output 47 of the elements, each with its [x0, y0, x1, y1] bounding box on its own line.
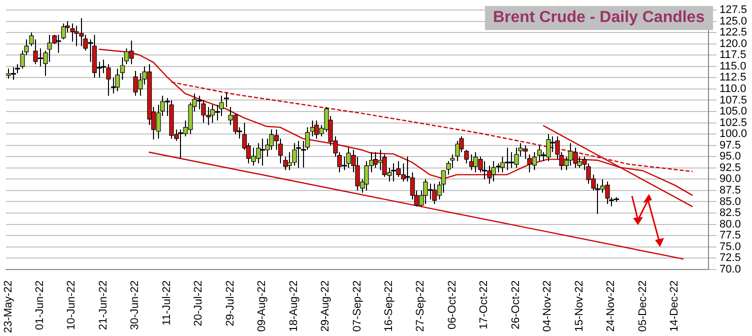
y-tick-label: 75.0 [719, 240, 741, 253]
x-tick-label: 07-Sep-22 [351, 280, 364, 332]
y-tick-label: 70.0 [719, 263, 741, 276]
y-tick-label: 80.0 [719, 218, 741, 230]
y-tick-label: 115.0 [719, 60, 746, 72]
y-tick-label: 100.0 [719, 128, 748, 140]
y-tick-label: 112.5 [719, 72, 746, 84]
x-tick-label: 21-Jun-22 [97, 280, 110, 330]
y-tick-label: 120.0 [719, 38, 748, 50]
x-tick-label: 20-Jul-22 [192, 280, 205, 326]
y-tick-label: 122.5 [719, 26, 748, 39]
x-tick-label: 06-Oct-22 [446, 280, 458, 330]
x-tick-label: 10-Jun-22 [66, 280, 78, 330]
y-tick-label: 82.5 [719, 207, 741, 220]
y-tick-label: 72.5 [719, 252, 741, 264]
y-tick-label: 107.5 [719, 94, 748, 106]
x-tick-label: 11-Jul-22 [160, 280, 173, 326]
y-tick-label: 85.0 [719, 196, 741, 208]
y-tick-label: 97.5 [719, 139, 741, 152]
y-tick-label: 87.5 [719, 184, 741, 196]
x-tick-label: 27-Sep-22 [414, 280, 427, 332]
x-tick-label: 04-Nov-22 [542, 280, 554, 332]
x-tick-label: 09-Aug-22 [256, 280, 268, 332]
chart-title: Brent Crude - Daily Candles [485, 6, 713, 30]
x-tick-label: 14-Dec-22 [668, 280, 681, 332]
y-tick-label: 125.0 [719, 15, 748, 28]
x-tick-label: 26-Oct-22 [510, 280, 522, 330]
x-tick-label: 29-Aug-22 [320, 280, 332, 332]
y-tick-label: 102.5 [719, 116, 748, 129]
x-tick-label: 23-May-22 [2, 280, 14, 333]
y-tick-label: 127.5 [719, 4, 748, 16]
x-tick-label: 01-Jun-22 [34, 280, 46, 330]
x-tick-label: 17-Oct-22 [478, 280, 490, 330]
y-tick-label: 77.5 [719, 230, 741, 242]
y-tick-label: 117.5 [719, 49, 746, 62]
x-tick-label: 16-Sep-22 [382, 280, 395, 332]
y-tick-label: 92.5 [719, 162, 741, 174]
x-tick-label: 29-Jul-22 [224, 280, 236, 326]
y-tick-label: 90.0 [719, 173, 741, 186]
y-tick-label: 95.0 [719, 150, 741, 163]
y-tick-label: 105.0 [719, 106, 748, 118]
x-tick-label: 15-Nov-22 [573, 280, 586, 332]
x-tick-label: 30-Jun-22 [129, 280, 142, 330]
x-tick-label: 05-Dec-22 [636, 280, 649, 332]
x-tick-label: 18-Aug-22 [288, 280, 300, 332]
x-tick-label: 24-Nov-22 [605, 280, 618, 332]
y-tick-label: 110.0 [719, 82, 746, 95]
